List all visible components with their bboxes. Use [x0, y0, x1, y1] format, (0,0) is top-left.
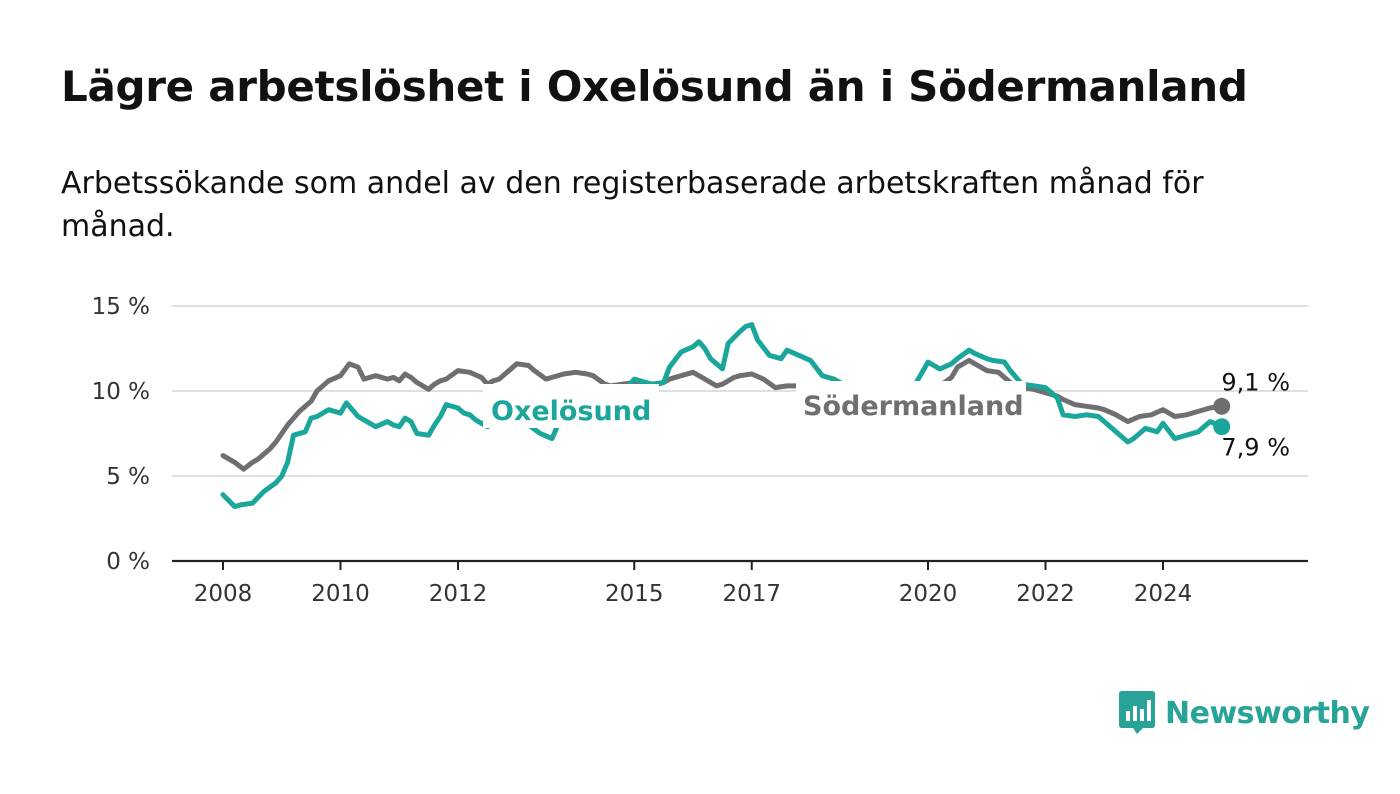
brand-logo: Newsworthy	[1119, 691, 1370, 735]
end-point-marker	[1213, 397, 1231, 415]
y-tick-label: 15 %	[92, 294, 150, 320]
x-tick-label: 2017	[722, 581, 781, 607]
y-tick-label: 10 %	[92, 379, 150, 405]
end-value-label: 9,1 %	[1221, 368, 1290, 396]
chart-title: Lägre arbetslöshet i Oxelösund än i Söde…	[61, 62, 1248, 111]
label-halo	[796, 381, 1026, 427]
grid-layer: 0 % 5 % 10 % 15 % 2008 2010 2012 2015 2017 2020 20…	[92, 294, 1308, 607]
end-value-label: 7,9 %	[1221, 434, 1290, 462]
x-tick-label: 2008	[194, 581, 253, 607]
end-point-marker	[1213, 418, 1231, 436]
series-label-oxelosund: Oxelösund	[491, 396, 651, 427]
y-tick-label: 0 %	[106, 549, 150, 575]
x-tick-label: 2015	[605, 581, 664, 607]
brand-name: Newsworthy	[1165, 695, 1370, 731]
label-layer: Oxelösund Södermanland 9,1 % 7,9 %	[483, 368, 1290, 462]
series-line-s-dermanland	[220, 357, 1225, 472]
series-layer	[220, 322, 1225, 510]
x-tick-label: 2012	[429, 581, 488, 607]
series-line-oxel-sund	[220, 322, 1225, 510]
series-label-sodermanland: Södermanland	[803, 391, 1024, 422]
bar-chart-speech-icon	[1119, 691, 1155, 734]
label-halo	[483, 384, 659, 428]
y-tick-label: 5 %	[106, 464, 150, 490]
x-tick-label: 2022	[1016, 581, 1075, 607]
chart-subtitle: Arbetssökande som andel av den registerb…	[61, 166, 1204, 244]
x-tick-label: 2010	[311, 581, 370, 607]
x-tick-label: 2024	[1134, 581, 1193, 607]
x-tick-label: 2020	[899, 581, 958, 607]
